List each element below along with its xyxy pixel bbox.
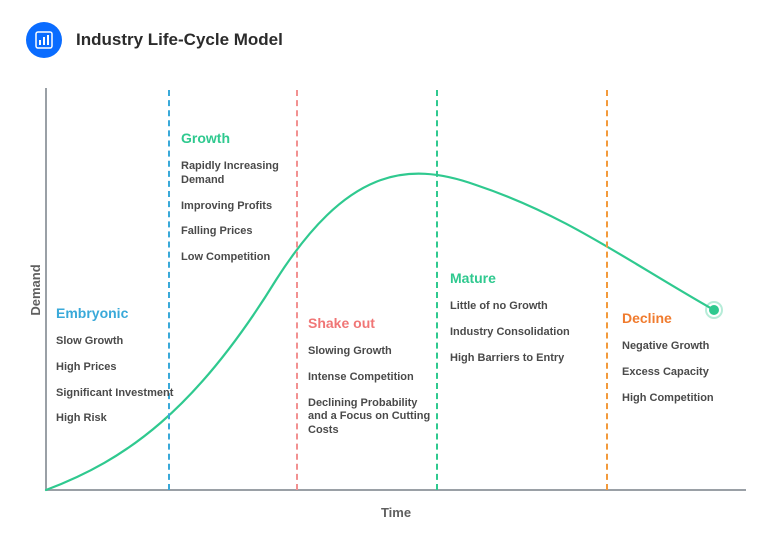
phase-item: Significant Investment [56,387,173,401]
phase-block: Growth Rapidly Increasing Demand Improving… [181,130,306,277]
phase-item: Intense Competition [308,371,433,385]
phase-item: Declining Probability and a Focus on Cut… [308,397,433,438]
phase-item: Negative Growth [622,340,714,354]
chart-icon [26,22,62,58]
phase-title: Decline [622,310,714,326]
phase-title: Embryonic [56,305,173,321]
phase-item: Little of no Growth [450,300,570,314]
phase-item: Excess Capacity [622,366,714,380]
page-title: Industry Life-Cycle Model [76,30,283,50]
phase-item: Slowing Growth [308,345,433,359]
phase-item: Industry Consolidation [450,326,570,340]
phase-item: High Prices [56,361,173,375]
phase-block: Embryonic Slow Growth High Prices Significa… [56,305,173,438]
phase-title: Mature [450,270,570,286]
phase-block: Decline Negative Growth Excess Capacity Hig… [622,310,714,417]
x-axis-label: Time [381,505,411,520]
phase-block: Mature Little of no Growth Industry Consol… [450,270,570,377]
lifecycle-chart: Demand Time EmbryonicSlow GrowthHigh Pri… [46,90,746,490]
phase-item: High Competition [622,392,714,406]
phase-item: Falling Prices [181,225,306,239]
phase-divider [606,90,608,490]
phase-item: Low Competition [181,251,306,265]
phase-block: Shake out Slowing Growth Intense Competiti… [308,315,433,450]
phase-item: Improving Profits [181,200,306,214]
phase-title: Growth [181,130,306,146]
phase-item: High Risk [56,412,173,426]
phase-item: Slow Growth [56,335,173,349]
phase-title: Shake out [308,315,433,331]
phase-divider [436,90,438,490]
y-axis-label: Demand [28,264,43,315]
phase-item: High Barriers to Entry [450,352,570,366]
phase-item: Rapidly Increasing Demand [181,160,306,188]
header: Industry Life-Cycle Model [26,22,283,58]
